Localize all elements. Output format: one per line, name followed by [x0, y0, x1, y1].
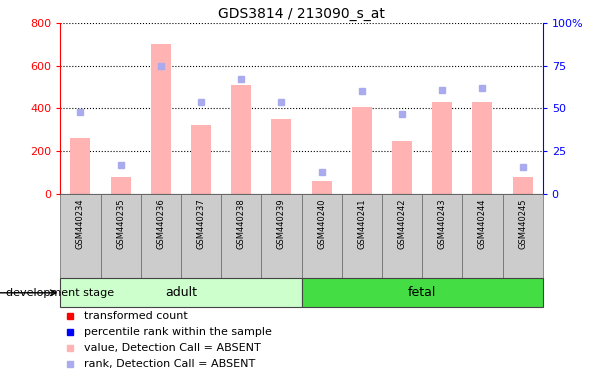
- Bar: [60, 278, 302, 307]
- Title: GDS3814 / 213090_s_at: GDS3814 / 213090_s_at: [218, 7, 385, 21]
- Bar: [513, 177, 532, 194]
- Text: transformed count: transformed count: [84, 311, 188, 321]
- Text: percentile rank within the sample: percentile rank within the sample: [84, 327, 273, 337]
- Text: GSM440241: GSM440241: [358, 198, 366, 249]
- Bar: [302, 194, 342, 278]
- Bar: [472, 102, 493, 194]
- Bar: [261, 194, 302, 278]
- Text: adult: adult: [165, 286, 197, 299]
- Bar: [221, 194, 261, 278]
- Bar: [110, 177, 131, 194]
- Bar: [181, 194, 221, 278]
- Bar: [151, 45, 171, 194]
- Text: GSM440234: GSM440234: [76, 198, 85, 249]
- Bar: [101, 194, 140, 278]
- Bar: [312, 181, 332, 194]
- Bar: [302, 278, 543, 307]
- Bar: [231, 85, 251, 194]
- Bar: [422, 194, 463, 278]
- Bar: [71, 138, 90, 194]
- Bar: [342, 194, 382, 278]
- Text: GSM440245: GSM440245: [518, 198, 527, 249]
- Text: rank, Detection Call = ABSENT: rank, Detection Call = ABSENT: [84, 359, 256, 369]
- Bar: [463, 194, 502, 278]
- Text: value, Detection Call = ABSENT: value, Detection Call = ABSENT: [84, 343, 261, 353]
- Text: GSM440236: GSM440236: [156, 198, 165, 249]
- Bar: [432, 102, 452, 194]
- Text: GSM440239: GSM440239: [277, 198, 286, 249]
- Text: development stage: development stage: [6, 288, 114, 298]
- Text: GSM440237: GSM440237: [197, 198, 206, 249]
- Bar: [502, 194, 543, 278]
- Text: GSM440242: GSM440242: [397, 198, 406, 249]
- Text: GSM440235: GSM440235: [116, 198, 125, 249]
- Bar: [271, 119, 291, 194]
- Bar: [191, 124, 211, 194]
- Bar: [382, 194, 422, 278]
- Bar: [60, 194, 101, 278]
- Text: fetal: fetal: [408, 286, 437, 299]
- Text: GSM440240: GSM440240: [317, 198, 326, 249]
- Text: GSM440244: GSM440244: [478, 198, 487, 249]
- Bar: [352, 108, 372, 194]
- Bar: [140, 194, 181, 278]
- Text: GSM440243: GSM440243: [438, 198, 447, 249]
- Bar: [392, 141, 412, 194]
- Text: GSM440238: GSM440238: [237, 198, 245, 249]
